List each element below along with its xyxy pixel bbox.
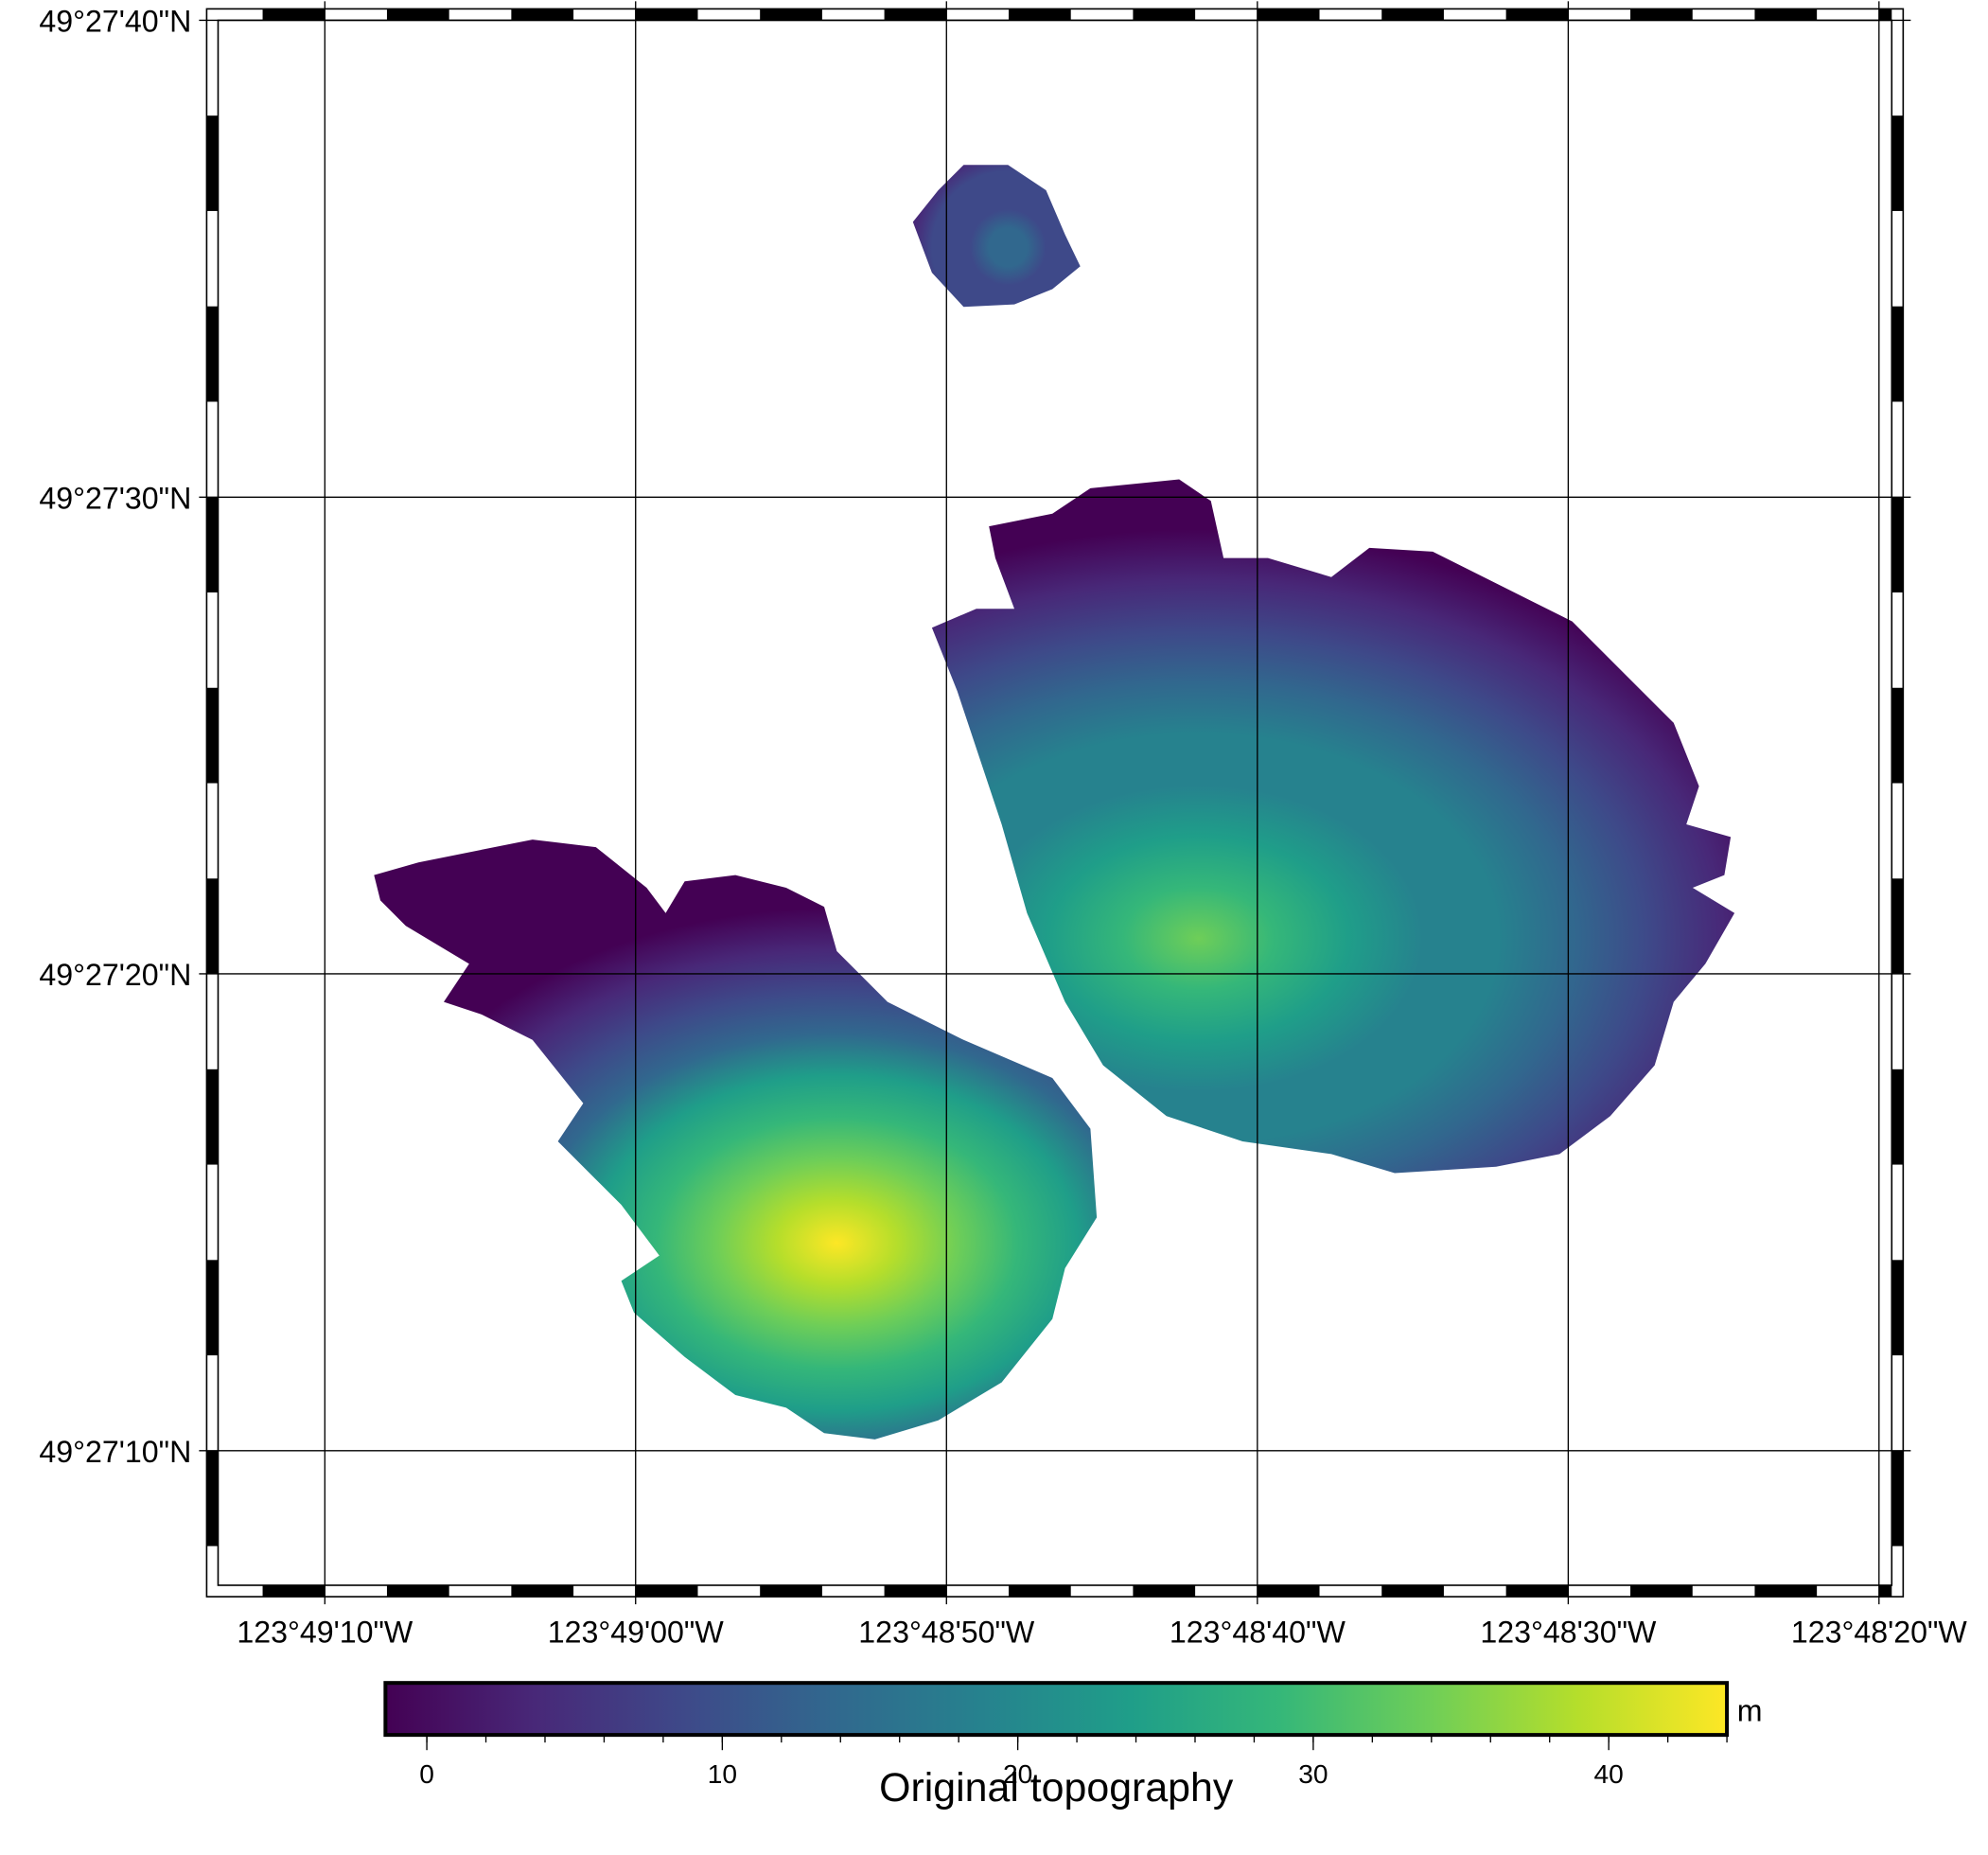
frame-stripe: [262, 9, 325, 21]
frame-stripe: [635, 9, 698, 21]
frame-stripe: [206, 687, 219, 784]
frame-stripe: [884, 1585, 947, 1598]
frame-stripe: [1754, 1585, 1818, 1598]
frame-stripe: [1505, 9, 1569, 21]
frame-stripe: [1878, 9, 1892, 21]
island-southwest: [374, 839, 1098, 1440]
frame-stripe: [1891, 1260, 1904, 1356]
topography: [374, 165, 1735, 1440]
frame-stripe: [1381, 9, 1444, 21]
frame-stripe: [1891, 1450, 1904, 1546]
frame-stripe: [760, 1585, 822, 1598]
y-tick-label: 49°27'40"N: [39, 5, 191, 39]
frame-stripe: [884, 9, 947, 21]
x-tick-label: 123°49'10"W: [237, 1615, 413, 1649]
frame-stripe: [386, 1585, 449, 1598]
frame-stripe: [206, 878, 219, 975]
frame-stripe: [1754, 9, 1818, 21]
frame-stripe: [262, 1585, 325, 1598]
x-tick-label: 123°48'30"W: [1480, 1615, 1657, 1649]
frame-stripe: [1891, 497, 1904, 592]
frame-stripe: [206, 1069, 219, 1165]
frame-stripe: [206, 306, 219, 402]
frame-stripe: [206, 1450, 219, 1546]
x-tick-label: 123°48'40"W: [1170, 1615, 1346, 1649]
frame-stripe: [1133, 1585, 1196, 1598]
frame-stripe: [1381, 1585, 1444, 1598]
x-tick-label: 123°48'50"W: [858, 1615, 1035, 1649]
frame-stripe: [206, 1260, 219, 1356]
island-northeast: [931, 479, 1735, 1174]
frame-stripe: [1505, 1585, 1569, 1598]
x-tick-label: 123°48'20"W: [1791, 1615, 1968, 1649]
frame-stripe: [1891, 115, 1904, 211]
frame-stripe: [386, 9, 449, 21]
frame-stripe: [511, 9, 574, 21]
map-frame-outer: [205, 8, 1905, 1598]
frame-stripe: [1891, 687, 1904, 784]
frame-stripe: [1257, 1585, 1320, 1598]
y-tick-label: 49°27'20"N: [39, 958, 191, 992]
colorbar-tick-label: 40: [1594, 1759, 1624, 1789]
colorbar-tick-label: 30: [1298, 1759, 1328, 1789]
frame-stripe: [1891, 878, 1904, 975]
frame-stripe: [1008, 9, 1071, 21]
frame-stripe: [1008, 1585, 1071, 1598]
island-north: [912, 165, 1081, 308]
colorbar-tick-label: 10: [708, 1759, 737, 1789]
frame-stripe: [1878, 1585, 1892, 1598]
frame-stripe: [206, 497, 219, 592]
frame-stripe: [1257, 9, 1320, 21]
colorbar-tick-label: 0: [419, 1759, 434, 1789]
colorbar: [383, 1681, 1730, 1738]
frame-stripe: [635, 1585, 698, 1598]
frame-stripe: [1133, 9, 1196, 21]
frame-stripe: [1630, 9, 1693, 21]
y-tick-label: 49°27'10"N: [39, 1435, 191, 1469]
frame-stripe: [760, 9, 822, 21]
frame-stripe: [1891, 1069, 1904, 1165]
frame-stripe: [206, 115, 219, 211]
y-tick-label: 49°27'30"N: [39, 481, 191, 515]
colorbar-label: Original topography: [879, 1765, 1234, 1811]
colorbar-unit: m: [1737, 1693, 1763, 1727]
frame-stripe: [511, 1585, 574, 1598]
frame-stripe: [1630, 1585, 1693, 1598]
colorbar-tick-label: 20: [1003, 1759, 1032, 1789]
x-tick-label: 123°49'00"W: [548, 1615, 725, 1649]
frame-stripe: [1891, 306, 1904, 402]
